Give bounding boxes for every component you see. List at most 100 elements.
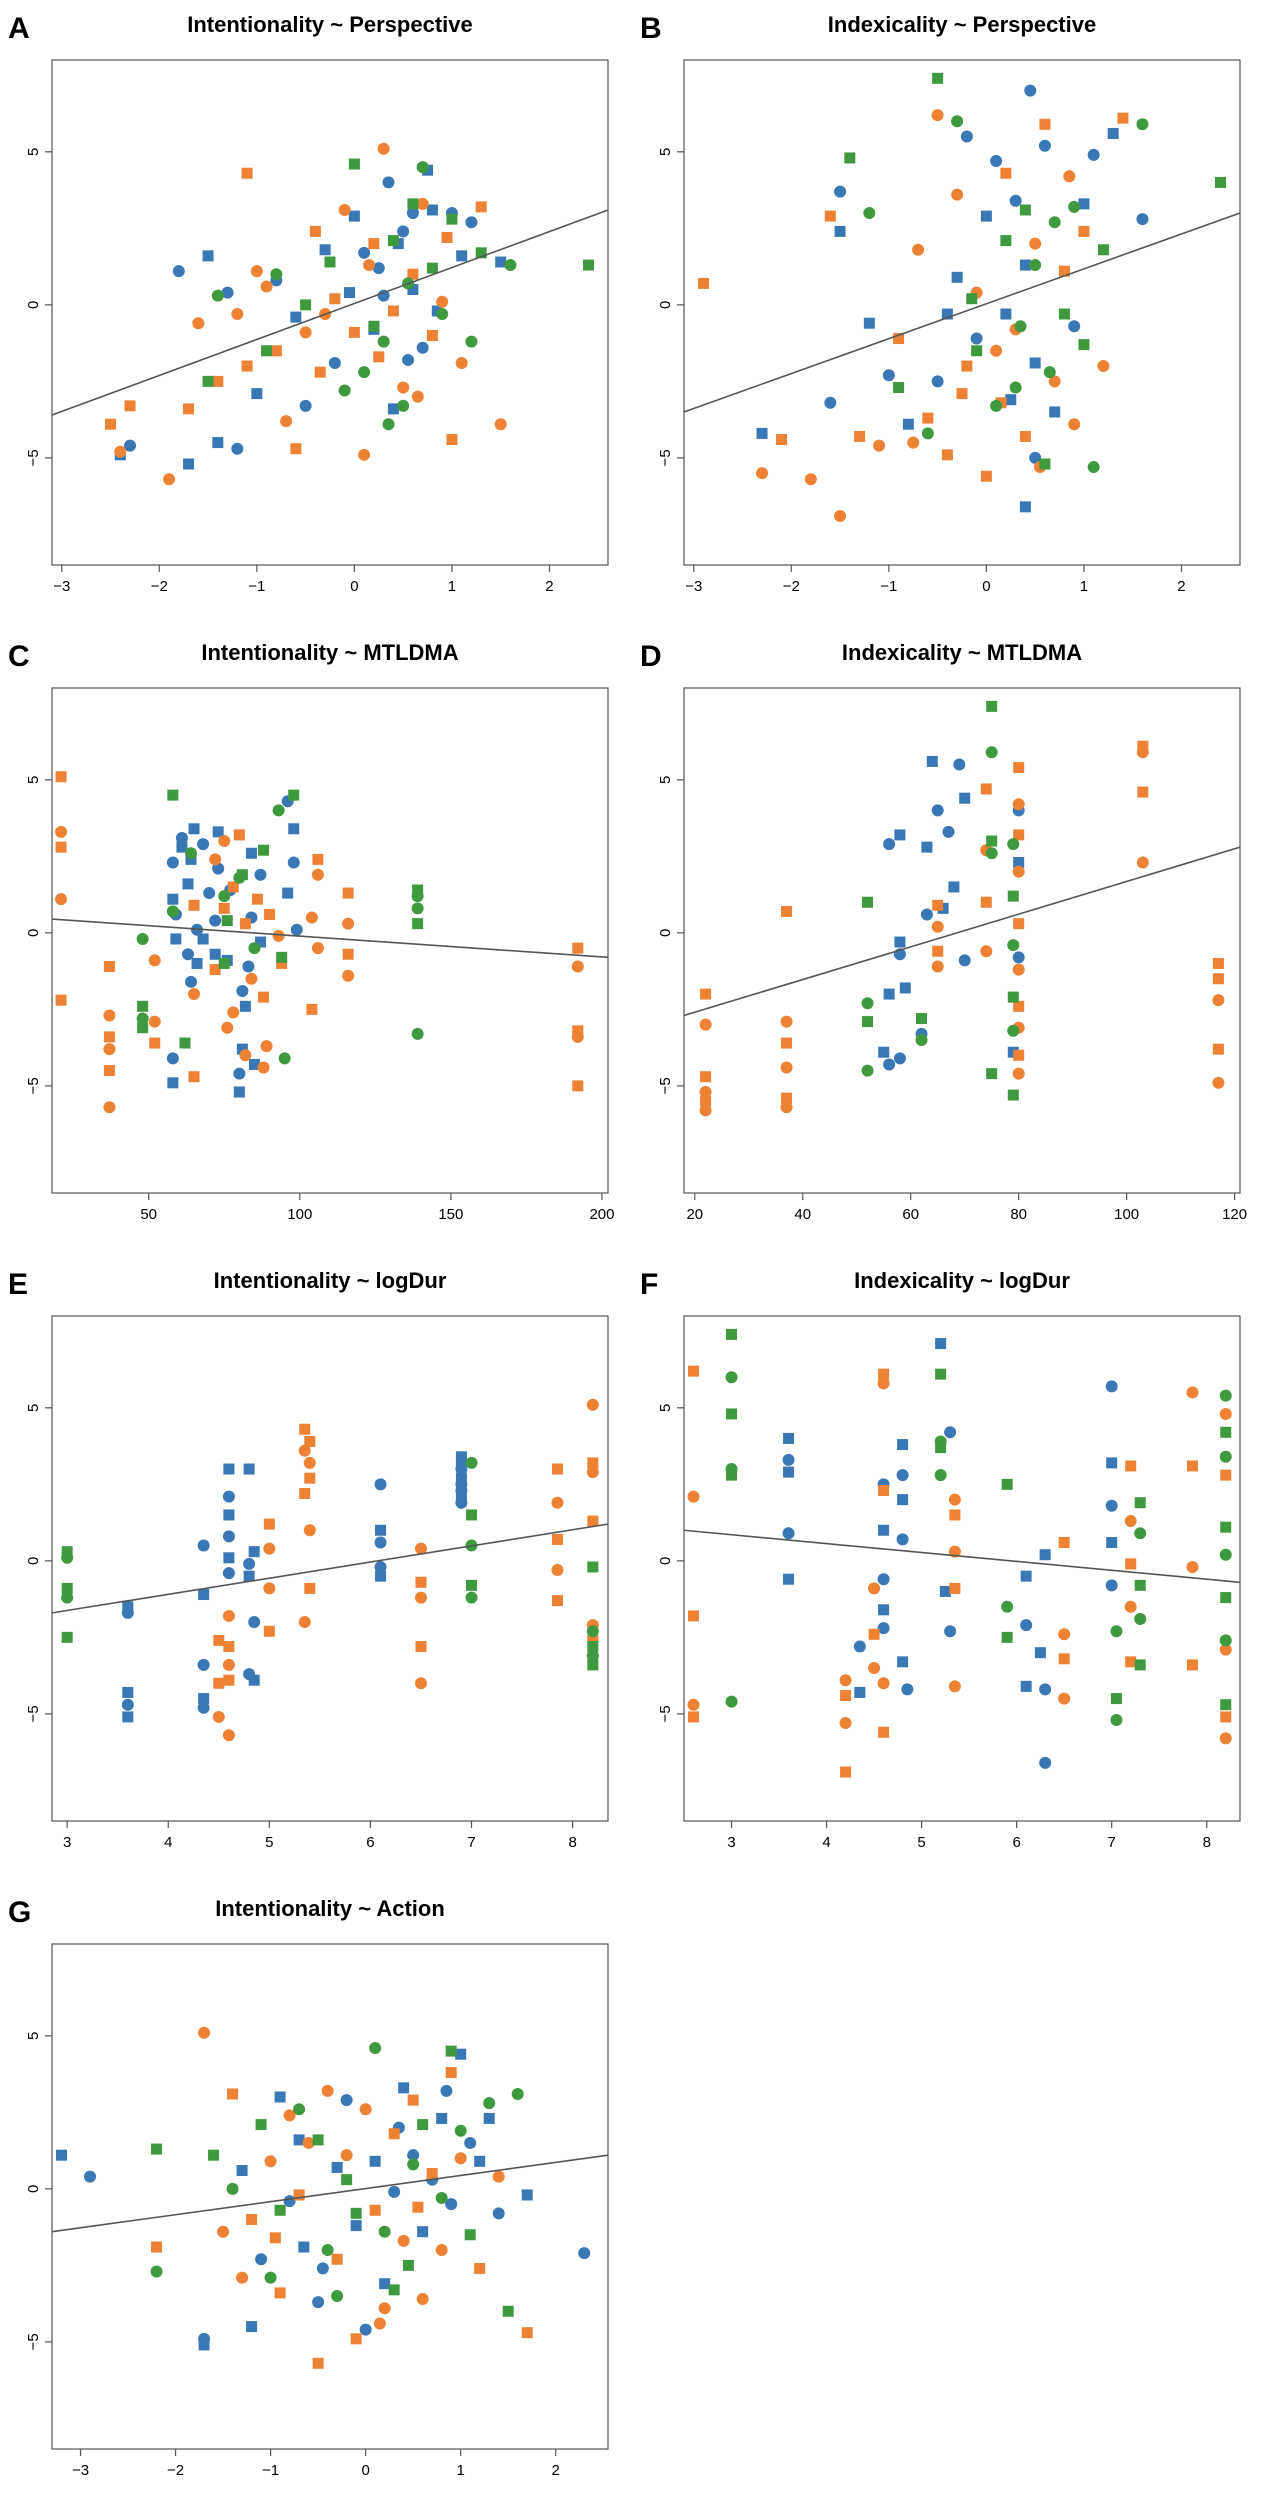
y-tick-label: −5 <box>25 2333 42 2350</box>
data-point-orange <box>1212 994 1225 1007</box>
y-tick-label: 0 <box>25 301 42 309</box>
data-point-orange <box>303 1456 316 1469</box>
data-point-orange <box>893 333 905 345</box>
data-marks <box>684 72 1240 523</box>
data-point-green <box>935 1442 947 1454</box>
data-point-blue <box>167 893 179 905</box>
data-point-orange <box>258 991 270 1003</box>
data-point-orange <box>314 366 326 378</box>
plot-frame <box>51 59 609 566</box>
data-point-green <box>136 1012 149 1025</box>
data-point-blue <box>942 825 955 838</box>
data-point-blue <box>375 1570 387 1582</box>
data-point-blue <box>359 2323 372 2336</box>
data-point-orange <box>103 1009 116 1022</box>
x-tick-label: 1 <box>448 578 456 595</box>
x-tick-label: 7 <box>467 1834 475 1851</box>
data-point-green <box>1007 939 1020 952</box>
data-point-orange <box>1039 118 1051 130</box>
x-tick-label: −2 <box>783 578 800 595</box>
data-point-blue <box>958 954 971 967</box>
data-point-green <box>61 1631 73 1643</box>
data-point-orange <box>1058 265 1070 277</box>
data-point-orange <box>260 1040 273 1053</box>
data-point-green <box>331 2289 344 2302</box>
data-point-orange <box>213 1634 225 1646</box>
data-point-orange <box>824 210 836 222</box>
data-point-orange <box>1058 1536 1070 1548</box>
data-point-orange <box>1012 963 1025 976</box>
data-point-green <box>166 905 179 918</box>
data-point-orange <box>270 345 282 357</box>
data-point-blue <box>246 2321 258 2333</box>
data-point-orange <box>454 2152 467 2165</box>
data-marks <box>52 2026 608 2369</box>
data-point-green <box>348 158 360 170</box>
data-point-blue <box>255 936 266 948</box>
x-tick-label: 5 <box>265 1834 273 1851</box>
data-point-blue <box>1068 320 1081 333</box>
data-point-orange <box>342 969 355 982</box>
data-point-blue <box>899 982 911 994</box>
data-point-orange <box>263 1625 275 1637</box>
data-point-orange <box>103 1065 115 1077</box>
data-point-blue <box>312 2296 325 2309</box>
data-point-green <box>221 915 233 927</box>
data-point-green <box>1219 1450 1232 1463</box>
data-point-green <box>1110 1625 1123 1638</box>
x-tick-label: 80 <box>1010 1206 1027 1223</box>
data-point-blue <box>398 2082 410 2094</box>
data-point-orange <box>264 2155 277 2168</box>
data-point-orange <box>218 902 230 914</box>
data-point-blue <box>358 246 371 259</box>
data-point-blue <box>445 2198 458 2211</box>
data-point-blue <box>863 317 875 329</box>
data-point-blue <box>578 2247 591 2260</box>
data-point-green <box>136 932 149 945</box>
data-point-green <box>1087 461 1100 474</box>
data-point-blue <box>407 284 419 296</box>
data-point-blue <box>176 841 188 853</box>
data-point-orange <box>699 1104 712 1117</box>
data-point-orange <box>699 1086 712 1098</box>
x-tick-label: 2 <box>552 2462 560 2479</box>
data-point-blue <box>183 458 195 470</box>
data-point-blue <box>455 1484 468 1497</box>
data-point-green <box>465 335 478 348</box>
data-point-blue <box>783 1573 795 1585</box>
data-point-orange <box>103 1101 116 1114</box>
data-point-green <box>369 2042 382 2055</box>
data-point-green <box>321 2244 334 2257</box>
data-point-green <box>179 1037 191 1049</box>
data-point-blue <box>1012 951 1025 964</box>
data-point-blue <box>901 1683 914 1696</box>
y-tick-label: 5 <box>25 1404 42 1412</box>
data-point-green <box>426 262 438 274</box>
x-tick-label: 6 <box>1012 1834 1020 1851</box>
data-point-orange <box>414 1542 427 1555</box>
data-point-blue <box>243 1463 255 1475</box>
data-point-blue <box>896 1533 909 1546</box>
data-point-blue <box>941 308 953 320</box>
data-point-blue <box>319 244 331 256</box>
data-point-green <box>464 2229 476 2241</box>
data-point-green <box>412 884 424 896</box>
data-point-orange <box>868 1582 881 1595</box>
data-point-green <box>264 2271 277 2284</box>
data-point-green <box>61 1551 74 1564</box>
data-point-blue <box>440 2084 453 2097</box>
data-point-orange <box>1013 829 1025 841</box>
data-point-orange <box>587 1457 599 1469</box>
data-point-blue <box>897 1656 909 1668</box>
y-tick-label: 5 <box>25 2032 42 2040</box>
data-point-blue <box>350 2220 362 2232</box>
data-point-orange <box>222 1658 235 1671</box>
data-point-orange <box>250 265 263 278</box>
data-point-orange <box>931 960 944 973</box>
regression-line <box>684 846 1240 1017</box>
plot-frame <box>683 59 1241 566</box>
data-point-blue <box>167 1077 179 1089</box>
data-point-green <box>218 890 231 903</box>
data-point-orange <box>290 443 302 455</box>
data-point-orange <box>551 1595 563 1607</box>
